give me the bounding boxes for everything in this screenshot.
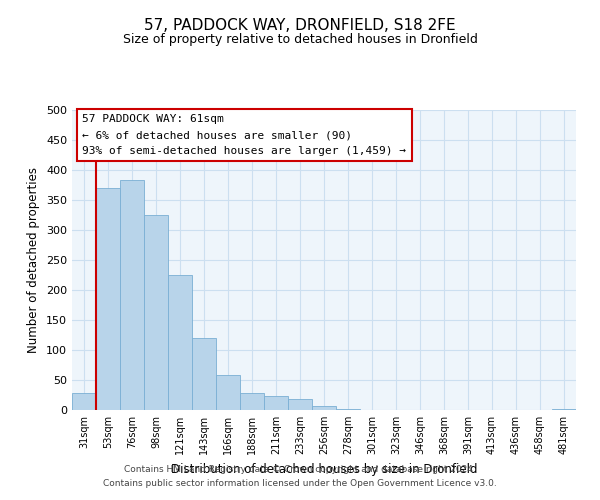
- Y-axis label: Number of detached properties: Number of detached properties: [28, 167, 40, 353]
- Text: 57, PADDOCK WAY, DRONFIELD, S18 2FE: 57, PADDOCK WAY, DRONFIELD, S18 2FE: [144, 18, 456, 32]
- Bar: [216, 375, 240, 410]
- Bar: [192, 338, 216, 410]
- Bar: [552, 409, 576, 410]
- Text: Size of property relative to detached houses in Dronfield: Size of property relative to detached ho…: [122, 32, 478, 46]
- Bar: [312, 406, 336, 410]
- Bar: [120, 180, 144, 410]
- Bar: [168, 275, 192, 410]
- Bar: [144, 215, 168, 410]
- Bar: [96, 188, 120, 410]
- Bar: [72, 393, 96, 410]
- X-axis label: Distribution of detached houses by size in Dronfield: Distribution of detached houses by size …: [171, 462, 477, 475]
- Bar: [264, 396, 288, 410]
- Bar: [288, 399, 312, 410]
- Text: 57 PADDOCK WAY: 61sqm
← 6% of detached houses are smaller (90)
93% of semi-detac: 57 PADDOCK WAY: 61sqm ← 6% of detached h…: [82, 114, 406, 156]
- Text: Contains HM Land Registry data © Crown copyright and database right 2024.
Contai: Contains HM Land Registry data © Crown c…: [103, 466, 497, 487]
- Bar: [240, 393, 264, 410]
